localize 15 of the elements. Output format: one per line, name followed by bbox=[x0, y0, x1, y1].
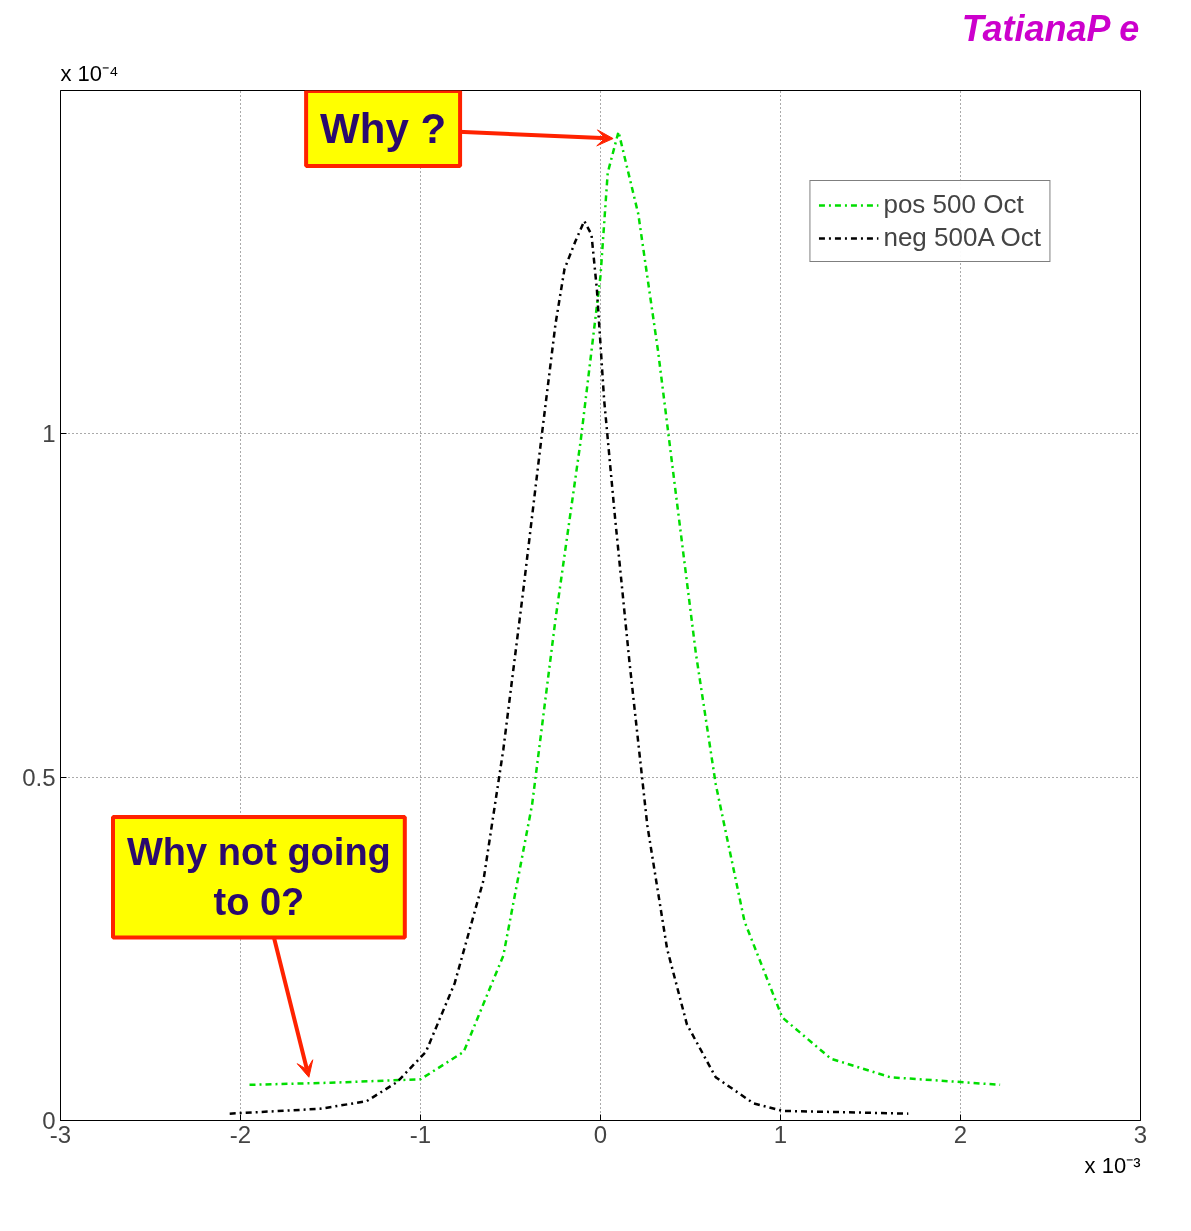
x-tick-label: -1 bbox=[409, 1120, 432, 1148]
text: x 10⁻³ bbox=[1084, 1152, 1141, 1178]
text: TatianaP e bbox=[961, 7, 1140, 49]
x-tick-label: -2 bbox=[229, 1120, 252, 1148]
annotation: Why ? bbox=[320, 105, 447, 153]
y-tick-label: 0.5 bbox=[22, 763, 56, 791]
x-tick-label: 0 bbox=[593, 1120, 608, 1148]
x-tick-label: 2 bbox=[953, 1120, 968, 1148]
y-tick-label: 1 bbox=[42, 420, 56, 448]
x-tick-label: 3 bbox=[1133, 1120, 1148, 1148]
annotation: Why not going to 0? bbox=[126, 831, 391, 924]
x-tick-label: 1 bbox=[773, 1120, 788, 1148]
legend-label: neg 500A Oct bbox=[883, 222, 1041, 253]
legend-label: pos 500 Oct bbox=[883, 189, 1024, 220]
text: x 10⁻⁴ bbox=[60, 60, 119, 86]
